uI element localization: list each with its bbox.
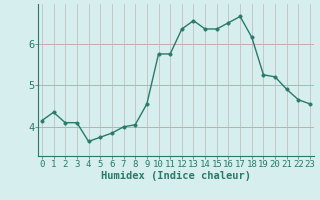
X-axis label: Humidex (Indice chaleur): Humidex (Indice chaleur) xyxy=(101,171,251,181)
